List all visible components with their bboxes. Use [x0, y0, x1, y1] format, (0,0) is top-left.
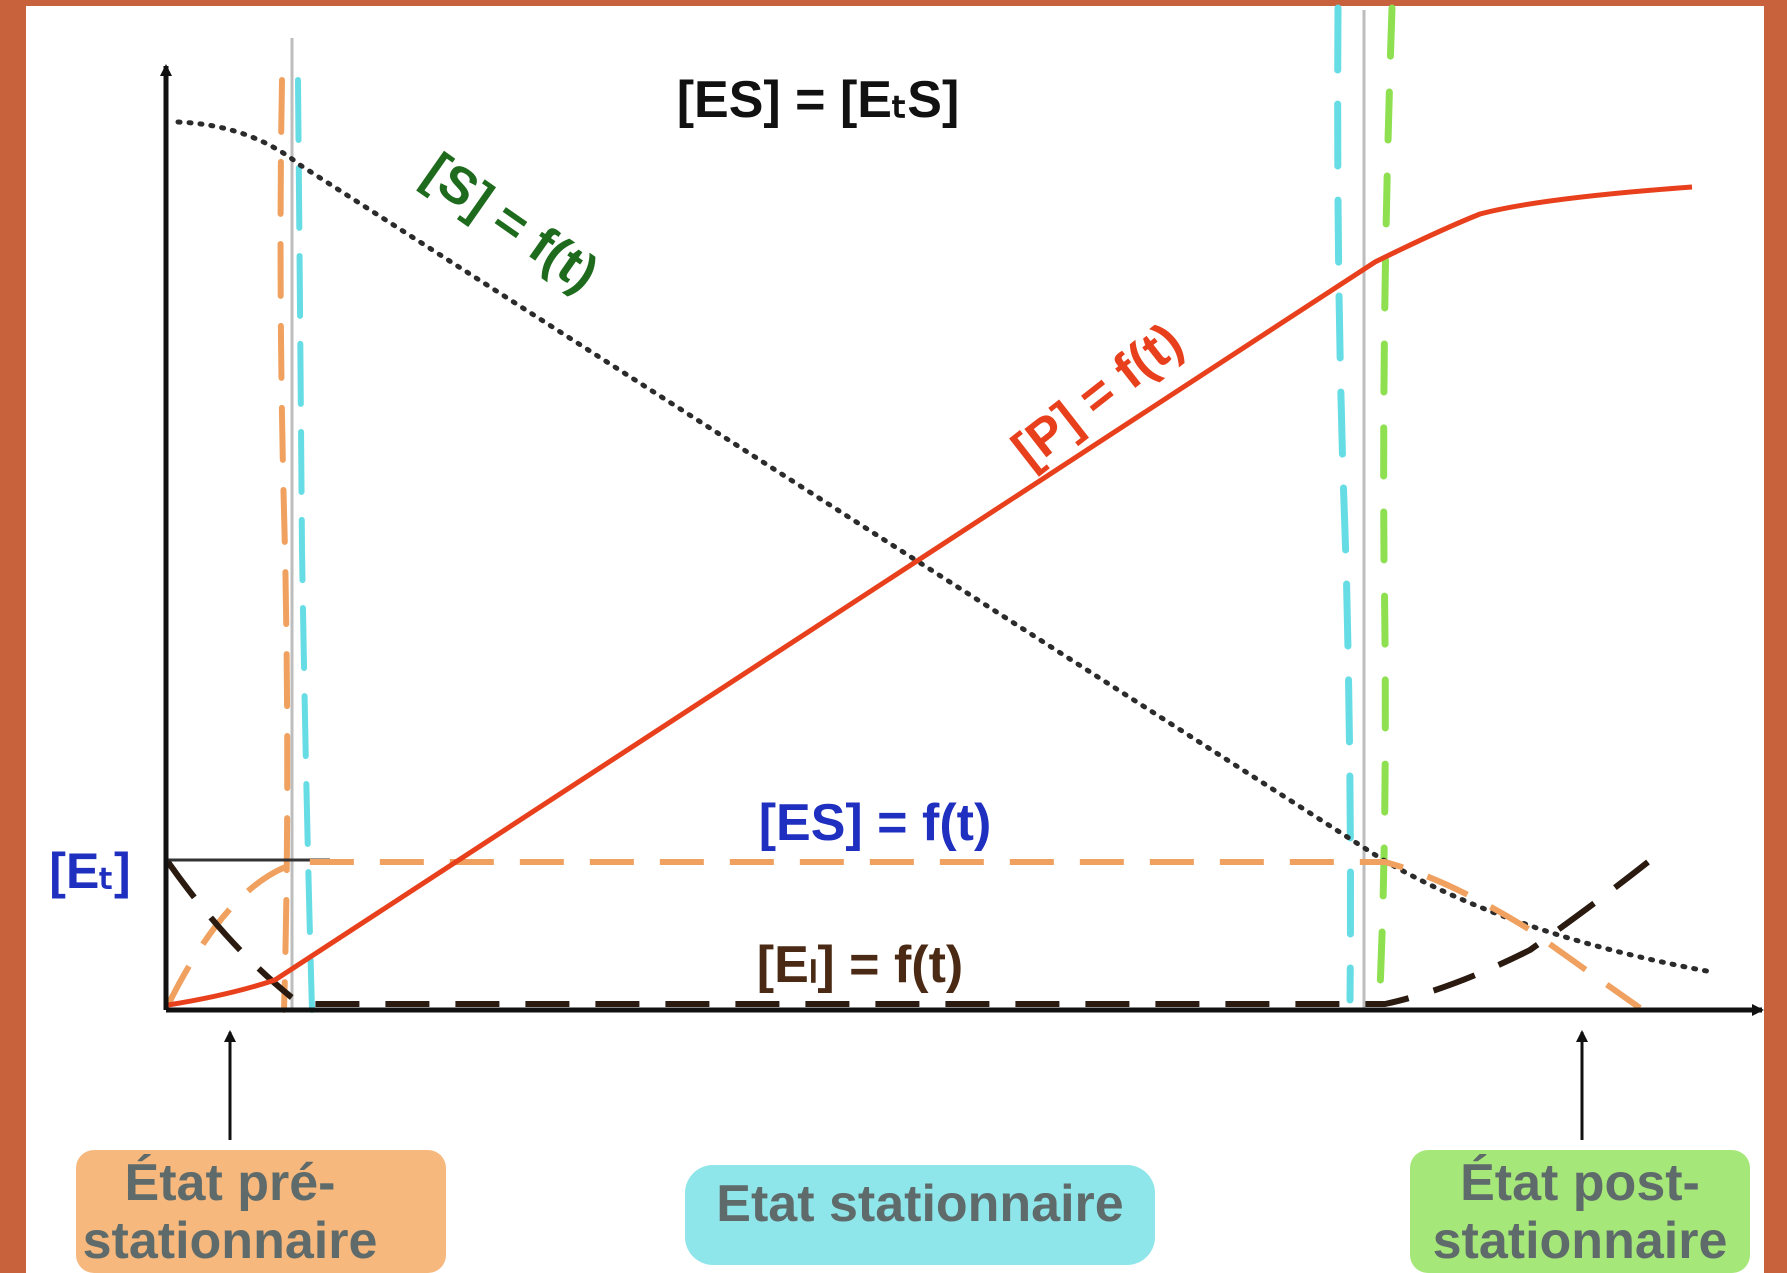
es-curve: [165, 859, 1642, 1011]
pre-phase-label-line2: stationnaire: [83, 1212, 378, 1270]
post-phase-highlight: [1410, 1150, 1750, 1273]
post-phase-label-line2: stationnaire: [1433, 1212, 1728, 1270]
post-marker-green: [1376, 4, 1396, 994]
post-marker-cyan: [1334, 4, 1354, 1004]
equality-label: [ES] = [EₜS]: [677, 71, 960, 129]
pre-phase-label-line1: État pré-: [125, 1154, 336, 1212]
free-enzyme-curve-label: [Eₗ] = f(t): [757, 936, 963, 994]
total-enzyme-axis-label: [Eₜ]: [49, 843, 130, 899]
post-phase-label-line1: État post-: [1460, 1154, 1700, 1212]
product-curve: [167, 184, 1693, 1008]
substrate-curve: [175, 119, 1715, 975]
substrate-curve-label: [S] = f(t): [413, 142, 608, 303]
es-curve-label: [ES] = f(t): [759, 794, 992, 852]
pre-marker-orange: [277, 77, 291, 1013]
steady-phase-label: Etat stationnaire: [716, 1175, 1123, 1233]
steady-phase-highlight: [685, 1165, 1155, 1265]
product-curve-label: [P] = f(t): [1002, 312, 1194, 480]
pre-marker-cyan: [295, 77, 315, 1013]
pre-phase-highlight: [76, 1150, 446, 1273]
free-enzyme-curve: [165, 859, 1650, 1007]
